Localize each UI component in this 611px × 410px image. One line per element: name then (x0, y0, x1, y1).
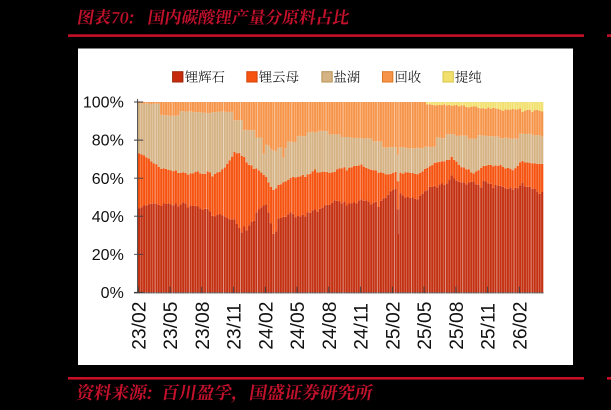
svg-text:25/11: 25/11 (479, 303, 500, 350)
svg-text:23/05: 23/05 (161, 302, 182, 350)
svg-text:25/08: 25/08 (447, 302, 468, 350)
svg-text:24/05: 24/05 (288, 302, 309, 350)
svg-text:0%: 0% (101, 285, 124, 302)
svg-text:24/08: 24/08 (320, 302, 341, 350)
svg-text:80%: 80% (92, 133, 124, 150)
svg-text:25/05: 25/05 (415, 302, 436, 350)
svg-text:24/11: 24/11 (352, 303, 373, 350)
svg-text:26/02: 26/02 (510, 302, 531, 350)
svg-text:60%: 60% (92, 171, 124, 188)
svg-text:23/02: 23/02 (129, 302, 150, 350)
svg-text:23/08: 23/08 (193, 302, 214, 350)
svg-text:23/11: 23/11 (225, 303, 246, 350)
svg-text:25/02: 25/02 (383, 302, 404, 350)
svg-text:24/02: 24/02 (256, 302, 277, 350)
svg-text:20%: 20% (92, 247, 124, 264)
svg-text:100%: 100% (83, 95, 124, 112)
svg-text:40%: 40% (92, 209, 124, 226)
